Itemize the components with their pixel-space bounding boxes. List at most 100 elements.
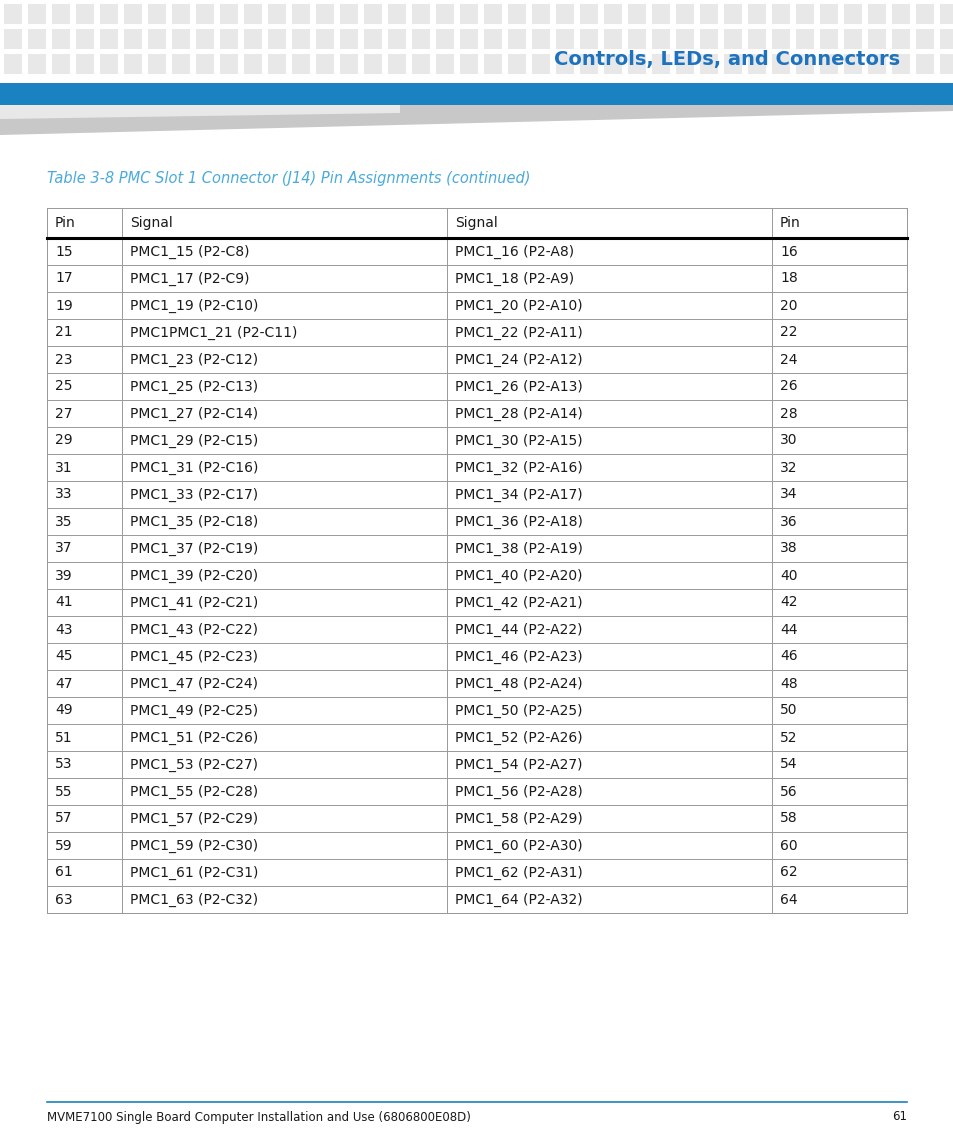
Text: 35: 35	[55, 514, 72, 529]
Bar	[483, 3, 501, 24]
Bar	[76, 54, 94, 74]
Bar	[339, 3, 357, 24]
Text: 37: 37	[55, 542, 72, 555]
Bar	[507, 3, 525, 24]
Text: PMC1_25 (P2-C13): PMC1_25 (P2-C13)	[130, 379, 258, 394]
Bar	[76, 3, 94, 24]
Bar	[939, 29, 953, 49]
Bar	[651, 3, 669, 24]
Text: 56: 56	[780, 784, 797, 798]
Text: PMC1_28 (P2-A14): PMC1_28 (P2-A14)	[455, 406, 582, 420]
Bar	[532, 29, 550, 49]
Text: PMC1_58 (P2-A29): PMC1_58 (P2-A29)	[455, 812, 582, 826]
Bar	[459, 3, 477, 24]
Bar	[195, 29, 213, 49]
Text: 27: 27	[55, 406, 72, 420]
Text: PMC1_36 (P2-A18): PMC1_36 (P2-A18)	[455, 514, 582, 529]
Bar	[843, 29, 862, 49]
Text: 44: 44	[780, 623, 797, 637]
Text: 43: 43	[55, 623, 72, 637]
Bar	[315, 54, 334, 74]
Bar	[891, 29, 909, 49]
Bar	[843, 54, 862, 74]
Text: PMC1_48 (P2-A24): PMC1_48 (P2-A24)	[455, 677, 582, 690]
Text: PMC1_53 (P2-C27): PMC1_53 (P2-C27)	[130, 758, 257, 772]
Text: 20: 20	[780, 299, 797, 313]
Bar	[172, 3, 190, 24]
Text: 61: 61	[55, 866, 72, 879]
Bar	[556, 54, 574, 74]
Bar	[723, 3, 741, 24]
Text: 17: 17	[55, 271, 72, 285]
Text: PMC1_40 (P2-A20): PMC1_40 (P2-A20)	[455, 568, 582, 583]
Text: 46: 46	[780, 649, 797, 663]
Bar	[651, 54, 669, 74]
Text: 49: 49	[55, 703, 72, 718]
Bar	[268, 54, 286, 74]
Bar	[220, 54, 237, 74]
Bar	[676, 29, 693, 49]
Text: PMC1_30 (P2-A15): PMC1_30 (P2-A15)	[455, 434, 582, 448]
Bar	[292, 3, 310, 24]
Bar	[292, 29, 310, 49]
Text: 36: 36	[780, 514, 797, 529]
Bar	[771, 54, 789, 74]
Bar	[795, 54, 813, 74]
Text: 16: 16	[780, 245, 797, 259]
Text: 26: 26	[780, 379, 797, 394]
Bar	[915, 54, 933, 74]
Bar	[939, 3, 953, 24]
Text: PMC1_50 (P2-A25): PMC1_50 (P2-A25)	[455, 703, 582, 718]
Text: 47: 47	[55, 677, 72, 690]
Bar	[627, 3, 645, 24]
Bar	[28, 54, 46, 74]
Bar	[412, 54, 430, 74]
Bar	[556, 29, 574, 49]
Bar	[4, 29, 22, 49]
Text: 40: 40	[780, 569, 797, 583]
Text: 42: 42	[780, 595, 797, 609]
Text: PMC1_39 (P2-C20): PMC1_39 (P2-C20)	[130, 568, 258, 583]
Text: PMC1_20 (P2-A10): PMC1_20 (P2-A10)	[455, 299, 582, 313]
Bar	[867, 3, 885, 24]
Bar	[700, 54, 718, 74]
Text: PMC1_45 (P2-C23): PMC1_45 (P2-C23)	[130, 649, 257, 664]
Text: PMC1PMC1_21 (P2-C11): PMC1PMC1_21 (P2-C11)	[130, 325, 297, 340]
Text: 24: 24	[780, 353, 797, 366]
Bar	[100, 54, 118, 74]
Bar	[579, 3, 598, 24]
Text: Controls, LEDs, and Connectors: Controls, LEDs, and Connectors	[554, 50, 899, 70]
Bar	[603, 3, 621, 24]
Bar	[723, 29, 741, 49]
Text: 39: 39	[55, 569, 72, 583]
Bar	[676, 54, 693, 74]
Text: 38: 38	[780, 542, 797, 555]
Bar	[436, 54, 454, 74]
Text: 15: 15	[55, 245, 72, 259]
Bar	[891, 54, 909, 74]
Text: 54: 54	[780, 758, 797, 772]
Bar	[244, 3, 262, 24]
Bar	[627, 29, 645, 49]
Text: 60: 60	[780, 838, 797, 853]
Bar	[124, 3, 142, 24]
Bar	[388, 3, 406, 24]
Bar	[700, 29, 718, 49]
Text: PMC1_35 (P2-C18): PMC1_35 (P2-C18)	[130, 514, 258, 529]
Text: PMC1_60 (P2-A30): PMC1_60 (P2-A30)	[455, 838, 582, 853]
Text: PMC1_62 (P2-A31): PMC1_62 (P2-A31)	[455, 866, 582, 879]
Text: PMC1_55 (P2-C28): PMC1_55 (P2-C28)	[130, 784, 258, 798]
Bar	[412, 29, 430, 49]
Bar	[220, 29, 237, 49]
Bar	[532, 54, 550, 74]
Text: PMC1_26 (P2-A13): PMC1_26 (P2-A13)	[455, 379, 582, 394]
Bar	[76, 29, 94, 49]
Bar	[459, 54, 477, 74]
Text: Table 3-8 PMC Slot 1 Connector (J14) Pin Assignments (continued): Table 3-8 PMC Slot 1 Connector (J14) Pin…	[47, 171, 530, 185]
Bar	[483, 29, 501, 49]
Text: 53: 53	[55, 758, 72, 772]
Text: PMC1_32 (P2-A16): PMC1_32 (P2-A16)	[455, 460, 582, 474]
Bar	[47, 208, 906, 913]
Text: PMC1_43 (P2-C22): PMC1_43 (P2-C22)	[130, 623, 257, 637]
Bar	[28, 3, 46, 24]
